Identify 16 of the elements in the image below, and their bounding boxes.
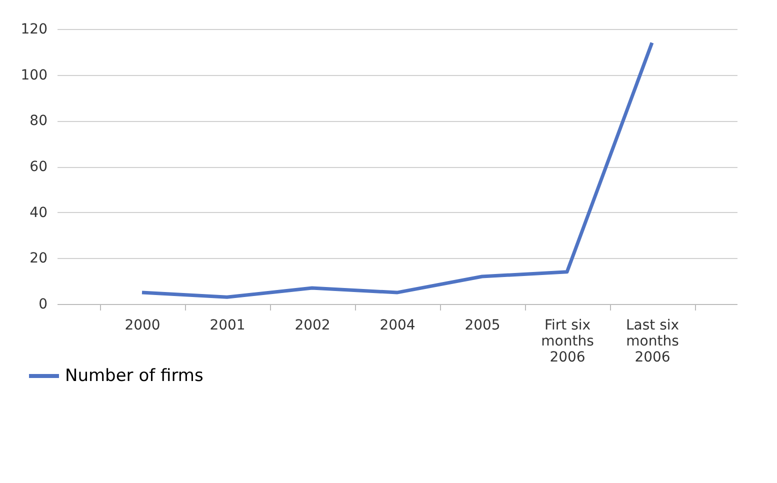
y-tick-label: 80 <box>30 113 48 130</box>
y-tick-label: 120 <box>20 22 48 38</box>
x-tick-label: Firt six months 2006 <box>541 318 594 366</box>
x-tick-label: 2004 <box>380 318 416 334</box>
x-tick-label: 2002 <box>294 318 330 334</box>
x-tick-label: 2005 <box>464 318 500 334</box>
y-tick-label: 40 <box>30 204 48 221</box>
y-tick-label: 100 <box>20 67 48 84</box>
x-tick-label: 2000 <box>124 318 160 334</box>
legend-label: Number of firms <box>65 366 204 386</box>
x-tick-label: 2001 <box>210 318 246 334</box>
line-series <box>140 41 654 299</box>
y-tick-label: 0 <box>38 296 48 312</box>
x-tick-label: Last six months 2006 <box>626 318 680 366</box>
y-tick-label: 20 <box>30 250 48 267</box>
y-tick-label: 60 <box>30 159 48 175</box>
